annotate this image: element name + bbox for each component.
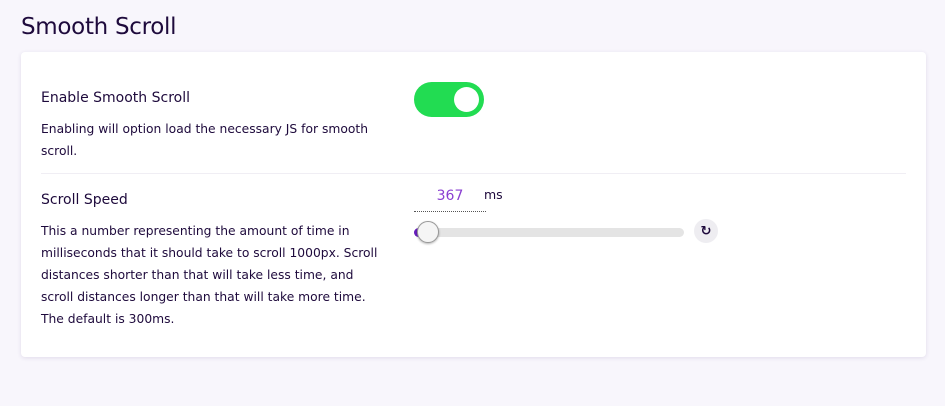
divider — [41, 173, 906, 174]
setting-enable-smooth-scroll: Enable Smooth Scroll Enabling will optio… — [41, 90, 386, 162]
setting-label: Scroll Speed — [41, 192, 128, 208]
page-title: Smooth Scroll — [21, 14, 177, 40]
settings-card: Enable Smooth Scroll Enabling will optio… — [21, 52, 926, 357]
setting-label: Enable Smooth Scroll — [41, 90, 190, 106]
reset-button[interactable]: ↻ — [694, 219, 718, 243]
reset-icon: ↻ — [700, 223, 712, 239]
unit-label: ms — [484, 187, 503, 202]
enable-smooth-scroll-toggle[interactable] — [414, 82, 484, 117]
toggle-knob — [454, 87, 479, 112]
slider-thumb[interactable] — [417, 221, 439, 243]
scroll-speed-value-input[interactable]: 367 — [414, 188, 486, 212]
setting-scroll-speed: Scroll Speed This a number representing … — [41, 192, 386, 330]
setting-description: Enabling will option load the necessary … — [41, 122, 369, 158]
scroll-speed-slider[interactable] — [414, 228, 684, 237]
setting-description: This a number representing the amount of… — [41, 224, 378, 326]
